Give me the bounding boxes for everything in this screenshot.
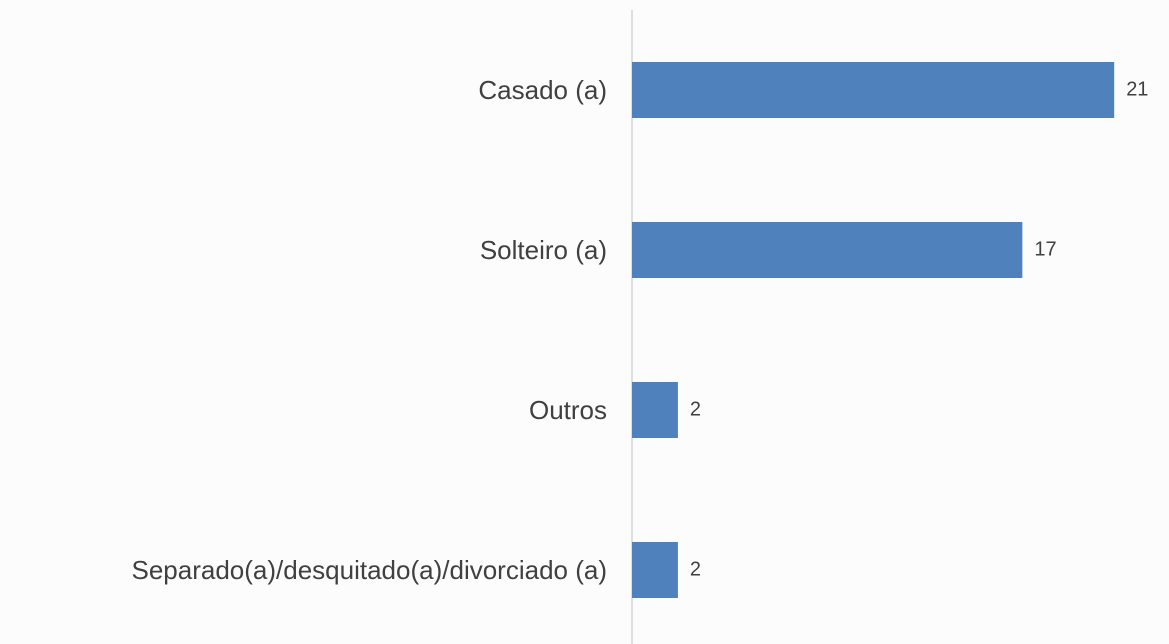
- bar: [632, 542, 678, 598]
- category-label: Outros: [528, 395, 607, 425]
- bar: [632, 62, 1115, 118]
- value-label: 2: [690, 398, 701, 420]
- category-label: Casado (a): [478, 75, 607, 105]
- value-label: 17: [1034, 238, 1056, 260]
- bar: [632, 382, 678, 438]
- category-label: Separado(a)/desquitado(a)/divorciado (a): [131, 555, 608, 585]
- value-label: 21: [1126, 78, 1148, 100]
- category-label: Solteiro (a): [479, 235, 607, 265]
- value-label: 2: [690, 558, 701, 580]
- bar: [632, 222, 1023, 278]
